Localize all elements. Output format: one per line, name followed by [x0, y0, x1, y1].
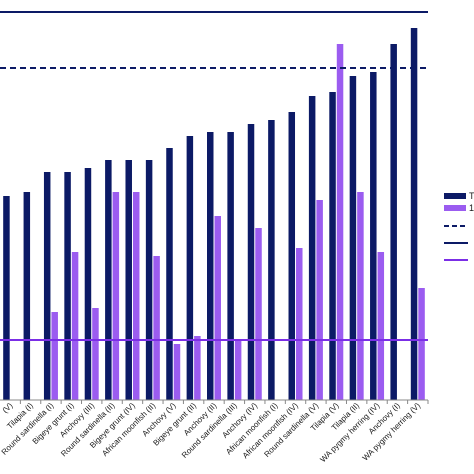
bar-series-1-6	[105, 160, 112, 400]
bar-series-1-4	[64, 172, 71, 400]
bar-series-1-12	[227, 132, 234, 400]
bar-series-1-17	[329, 92, 336, 400]
bar-series-2-21	[418, 288, 425, 400]
bar-series-2-7	[132, 192, 140, 400]
bar-series-1-19	[370, 72, 377, 400]
bar-series-2-5	[92, 308, 99, 400]
bar-series-2-6	[112, 192, 120, 400]
bar-series-1-2	[23, 192, 31, 400]
legend-swatch-2	[444, 205, 466, 211]
bar-series-2-9	[173, 344, 181, 400]
bar-series-1-10	[186, 136, 194, 400]
bar-series-2-18	[357, 192, 364, 400]
bar-series-1-11	[207, 132, 214, 400]
legend: T1	[444, 191, 474, 261]
bar-series-2-15	[296, 248, 303, 400]
reference-lines-layer	[0, 11, 428, 341]
bar-series-1-16	[308, 96, 316, 400]
bar-series-2-11	[214, 216, 221, 400]
bar-series-2-12	[234, 340, 242, 400]
bar-series-1-13	[247, 124, 255, 400]
legend-label-2: 1	[469, 203, 474, 213]
bar-series-2-3	[51, 312, 58, 400]
legend-label-1: T	[469, 191, 474, 201]
bar-series-2-4	[71, 252, 79, 400]
bar-series-2-16	[316, 200, 323, 400]
bar-series-1-5	[84, 168, 92, 400]
bar-series-2-13	[255, 228, 262, 400]
bar-series-2-17	[336, 44, 344, 400]
bar-series-2-19	[377, 252, 385, 400]
bar-series-2-10	[194, 336, 201, 400]
bar-series-1-9	[166, 148, 173, 400]
x-tick-label-1: (V)	[1, 401, 15, 415]
bar-series-1-1	[3, 196, 10, 400]
bar-series-1-7	[125, 160, 132, 400]
bar-series-1-15	[288, 112, 296, 400]
bar-series-1-18	[349, 76, 357, 400]
x-axis: (V)Tilapia (I)Round sardinella (I)Bigeye…	[0, 399, 429, 464]
bar-series-1-14	[268, 120, 275, 400]
bar-series-1-20	[390, 44, 397, 400]
bar-series-2-8	[153, 256, 160, 400]
bar-series-1-8	[145, 160, 153, 400]
bar-series-1-3	[43, 172, 51, 400]
bars-layer	[3, 28, 425, 400]
bar-series-1-21	[410, 28, 418, 400]
legend-swatch-1	[444, 193, 466, 199]
